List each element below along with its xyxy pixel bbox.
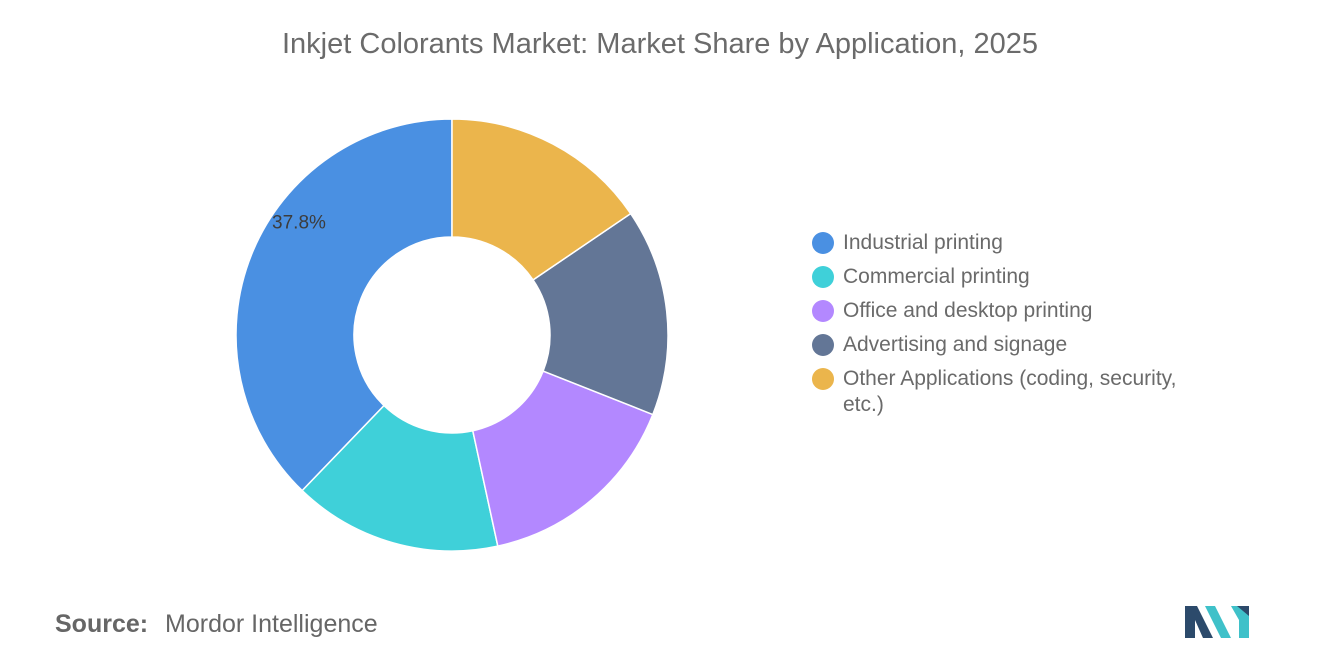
legend-label: Office and desktop printing — [843, 299, 1093, 322]
legend-label: Other Applications (coding, security, et… — [843, 367, 1177, 416]
mordor-intelligence-logo — [1185, 606, 1249, 638]
legend-label: Industrial printing — [843, 231, 1003, 254]
source-note: Source: Mordor Intelligence — [55, 610, 378, 639]
legend-item: Commercial printing — [812, 264, 1232, 290]
donut-slice-industrial-printing — [235, 118, 453, 492]
donut-slice-commercial-printing — [301, 404, 499, 552]
legend-label: Advertising and signage — [843, 333, 1068, 356]
legend-swatch — [812, 266, 834, 288]
source-value: Mordor Intelligence — [165, 610, 378, 638]
legend-item: Advertising and signage — [812, 332, 1232, 358]
legend-swatch — [812, 368, 834, 390]
legend-label: Commercial printing — [843, 265, 1030, 288]
legend-swatch — [812, 334, 834, 356]
legend-swatch — [812, 300, 834, 322]
legend-item: Other Applications (coding, security, et… — [812, 366, 1232, 418]
legend-item: Industrial printing — [812, 230, 1232, 256]
legend-swatch — [812, 232, 834, 254]
source-label: Source: — [55, 610, 149, 638]
chart-legend: Industrial printing Commercial printing Of… — [812, 230, 1232, 426]
donut-slice-office-and-desktop-printing — [471, 370, 654, 547]
chart-title: Inkjet Colorants Market: Market Share by… — [282, 28, 1038, 60]
legend-item: Office and desktop printing — [812, 298, 1232, 324]
donut-slice-value-label: 37.8% — [272, 212, 326, 233]
donut-slice-other-applications-coding-security-etc — [451, 118, 632, 281]
donut-slice-advertising-and-signage — [532, 212, 669, 416]
